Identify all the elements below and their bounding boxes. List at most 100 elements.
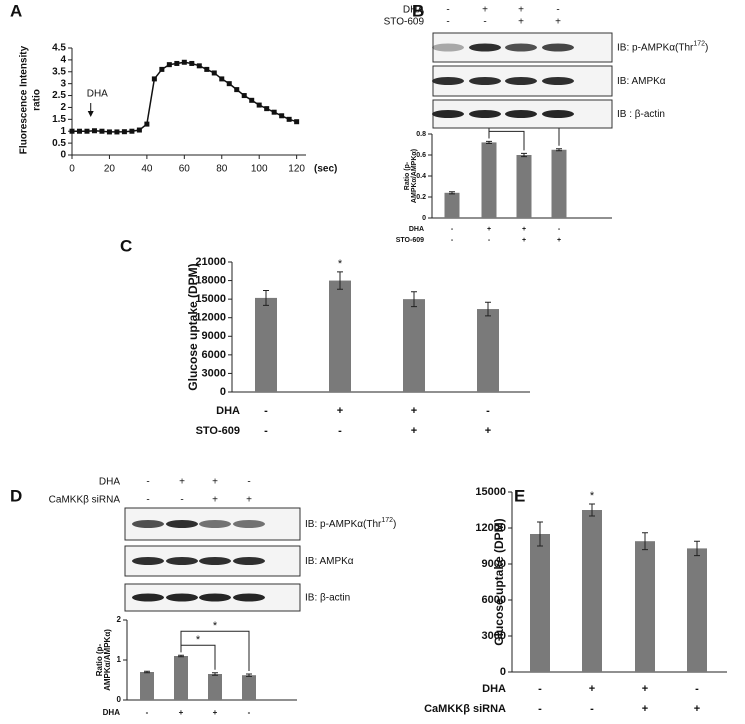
y-tick-label: 1 [117, 655, 122, 664]
significance-star: * [338, 258, 343, 270]
condition-label: CaMKKβ siRNA [424, 703, 506, 715]
condition-sign: + [642, 703, 648, 715]
bar [516, 155, 532, 218]
condition-sign: + [487, 226, 491, 233]
blot-condition-label: DHA [99, 477, 120, 488]
marker [196, 63, 202, 69]
blot-label: IB : β-actin [617, 109, 665, 120]
condition-sign: - [538, 683, 542, 695]
y-tick-label: 3000 [482, 630, 506, 642]
y-axis-label: AMPKα/AMPKα) [103, 629, 112, 691]
y-tick-label: 15000 [195, 293, 226, 305]
condition-sign: - [451, 237, 454, 244]
blot-band [432, 43, 464, 52]
marker [106, 129, 112, 135]
marker [129, 128, 135, 134]
bar [403, 299, 425, 392]
panel-letter: E [514, 486, 525, 505]
y-tick-label: 9000 [482, 558, 506, 570]
x-axis-label: (sec) [314, 164, 337, 175]
bar [582, 510, 602, 672]
y-tick-label: 3000 [202, 367, 226, 379]
condition-sign: + [411, 405, 417, 417]
annotation-arrowhead [87, 111, 94, 117]
blot-label: IB: AMPKα [617, 76, 666, 87]
bar [635, 541, 655, 672]
condition-sign: - [488, 237, 491, 244]
bar [530, 534, 550, 672]
blot-band [505, 77, 537, 85]
panel-letter: A [10, 1, 22, 20]
blot-label-text: IB: p-AMPKα(Thr [617, 42, 694, 53]
blot-band [469, 43, 501, 52]
blot-label-end: ) [705, 42, 708, 53]
panel-letter: D [10, 486, 22, 505]
condition-sign: - [590, 703, 594, 715]
y-tick-label: 0 [117, 695, 122, 704]
y-tick-label: 0.4 [416, 173, 426, 180]
blot-condition-sign: + [482, 5, 488, 16]
bar [140, 672, 154, 700]
blot-label-text: IB : β-actin [617, 109, 665, 120]
bar [481, 142, 497, 218]
marker [166, 62, 172, 68]
blot-band [199, 557, 231, 565]
marker [114, 129, 120, 135]
y-axis-label: ratio [32, 89, 43, 111]
x-tick-label: 100 [251, 164, 268, 175]
marker [204, 66, 210, 72]
y-tick-label: 3 [60, 78, 66, 89]
condition-sign: - [538, 703, 542, 715]
annotation: DHA [87, 89, 108, 100]
error-bar [337, 271, 343, 290]
blot-band [542, 110, 574, 118]
condition-sign: + [522, 237, 526, 244]
error-bar [485, 301, 491, 317]
condition-sign: - [248, 708, 251, 717]
blot-band [166, 557, 198, 565]
significance-star: * [213, 620, 218, 632]
y-axis-label: Ratio (p- [95, 643, 104, 676]
error-bar [521, 152, 527, 158]
marker [264, 106, 270, 112]
y-axis-label: Fluorescence Intensity [19, 45, 30, 154]
y-tick-label: 2 [60, 102, 66, 113]
x-tick-label: 80 [216, 164, 228, 175]
condition-label: DHA [409, 226, 424, 233]
y-tick-label: 9000 [202, 330, 226, 342]
blot-condition-sign: + [518, 5, 524, 16]
blot-band [233, 593, 265, 602]
blot-condition-label: CaMKKβ siRNA [49, 495, 121, 506]
blot-condition-label: STO-609 [384, 17, 425, 28]
marker [99, 128, 105, 134]
condition-sign: - [486, 405, 490, 417]
y-axis-label: Glucose uptake (DPM) [186, 263, 200, 390]
y-axis-label: AMPKα/AMPKα) [411, 149, 418, 203]
error-bar [246, 673, 252, 677]
blot-condition-sign: + [518, 17, 524, 28]
condition-sign: + [642, 683, 648, 695]
error-bar [556, 148, 562, 152]
marker [151, 76, 157, 82]
blot-label: IB: p-AMPKα(Thr172) [305, 517, 396, 530]
blot-condition-sign: - [180, 495, 183, 506]
blot-band [132, 520, 164, 528]
bar [477, 309, 499, 392]
bar [255, 297, 277, 392]
blot-label-sup: 172 [693, 40, 705, 47]
marker [91, 128, 97, 134]
x-tick-label: 20 [104, 164, 116, 175]
blot-condition-sign: + [555, 17, 561, 28]
y-tick-label: 12000 [195, 312, 226, 324]
condition-sign: + [411, 425, 417, 437]
error-bar [642, 532, 648, 551]
blot-band [432, 110, 464, 118]
y-axis-label: Ratio (p- [404, 161, 411, 190]
condition-sign: + [694, 703, 700, 715]
blot-band [469, 77, 501, 85]
blot-label-end: ) [393, 519, 396, 530]
blot-band [469, 110, 501, 118]
blot-band [199, 593, 231, 602]
blot-label: IB: β-actin [305, 592, 350, 603]
